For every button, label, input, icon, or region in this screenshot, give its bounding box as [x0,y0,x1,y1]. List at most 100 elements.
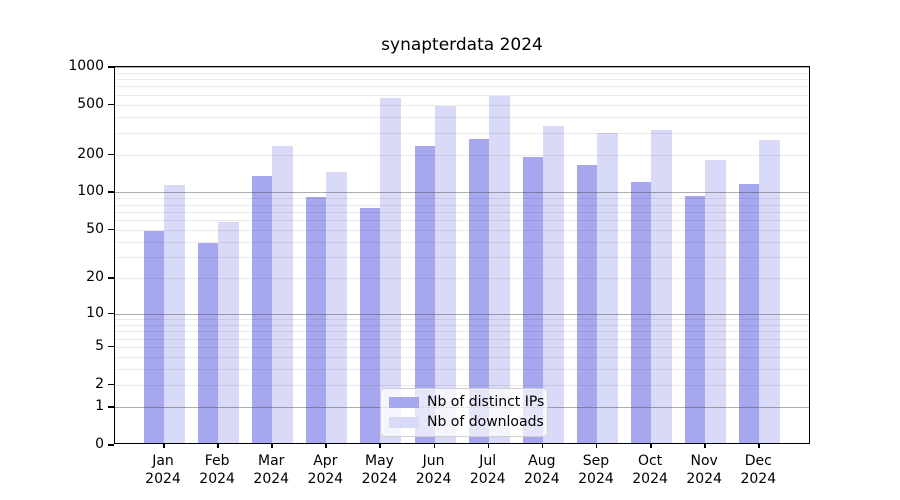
gridline-minor [115,117,809,119]
x-tick-month: Sep [582,453,610,469]
bar-distinct_ips-may [360,207,381,443]
x-tick-label-jan: Jan 2024 [133,452,193,488]
x-tick-month: Feb [204,453,230,469]
x-tick-year: 2024 [253,471,290,487]
gridline-minor [115,94,809,96]
x-tick-month: Oct [637,453,663,469]
x-tick-month: May [364,453,394,469]
bar-downloads-may [380,98,402,443]
x-tick-year: 2024 [524,471,560,487]
legend-item-distinct-ips: Nb of distinct IPs [389,394,544,410]
y-tick-mark [108,312,114,315]
x-tick-mark [379,443,381,448]
y-tick-label: 100 [77,183,104,200]
y-tick-mark [108,444,114,446]
y-tick-mark [108,228,114,231]
y-tick-label: 500 [77,95,104,112]
gridline-minor [115,72,809,74]
y-tick-label: 1 [95,398,104,415]
chart-title: synapterdata 2024 [381,35,543,55]
x-tick-mark [217,443,219,448]
gridline-minor [115,79,809,81]
x-tick-year: 2024 [469,471,506,487]
bar-distinct_ips-feb [198,242,219,443]
y-tick-mark [108,383,114,386]
gridline-minor [115,86,809,88]
legend-swatch-distinct-ips [389,396,419,408]
x-tick-year: 2024 [307,471,344,487]
bar-downloads-feb [218,221,240,443]
legend-swatch-downloads [389,416,419,428]
bar-distinct_ips-mar [252,176,273,443]
y-tick-label: 5 [95,337,104,354]
y-tick-label: 10 [86,304,104,321]
x-tick-label-jul: Jul 2024 [458,452,518,488]
y-tick-label: 50 [86,220,104,237]
bar-distinct_ips-dec [739,184,760,443]
bar-distinct_ips-oct [631,182,652,443]
x-tick-label-feb: Feb 2024 [187,452,247,488]
y-tick-label: 200 [77,145,104,162]
x-tick-mark [758,443,760,448]
x-tick-month: Mar [258,453,285,469]
x-tick-mark [325,443,327,448]
legend-label-distinct-ips: Nb of distinct IPs [427,394,545,410]
y-tick-label: 2 [95,375,104,392]
bar-distinct_ips-jul [468,138,489,443]
x-tick-year: 2024 [415,471,452,487]
bar-downloads-jul [488,96,510,443]
x-tick-month: Jul [479,453,497,469]
x-tick-year: 2024 [578,471,614,487]
y-tick-mark [108,191,114,193]
bar-distinct_ips-apr [306,196,327,443]
bar-downloads-sep [596,132,618,443]
x-tick-label-sep: Sep 2024 [566,452,626,488]
x-tick-mark [271,443,273,448]
gridline-major [115,67,809,68]
bar-downloads-aug [542,126,564,443]
gridline-minor [115,132,809,134]
bar-distinct_ips-aug [522,157,543,443]
bar-distinct_ips-jun [414,146,435,443]
bar-downloads-nov [705,159,727,443]
x-tick-year: 2024 [740,471,777,487]
x-tick-mark [595,443,598,448]
x-tick-month: Dec [744,453,772,469]
x-tick-month: Aug [528,453,556,469]
x-tick-year: 2024 [145,471,181,487]
y-tick-label: 0 [95,436,104,452]
y-tick-mark [108,103,114,106]
x-tick-mark [433,443,436,448]
x-tick-year: 2024 [199,471,235,487]
plot-area: Nb of distinct IPs Nb of downloads [114,66,810,444]
bar-downloads-jan [164,185,185,443]
bar-downloads-oct [651,129,673,443]
bar-distinct_ips-sep [576,164,597,443]
x-tick-label-jun: Jun 2024 [404,452,464,488]
y-tick-mark [108,277,114,279]
legend-label-downloads: Nb of downloads [427,414,544,430]
x-tick-mark [704,443,706,448]
x-tick-year: 2024 [632,471,668,487]
bar-distinct_ips-nov [685,195,706,443]
legend: Nb of distinct IPs Nb of downloads [380,388,548,437]
x-tick-label-apr: Apr 2024 [295,452,355,488]
bar-downloads-jun [434,106,456,443]
x-tick-label-nov: Nov 2024 [674,452,734,488]
y-tick-mark [108,66,114,68]
x-tick-month: Jun [422,453,445,469]
x-tick-mark [650,443,652,448]
legend-item-downloads: Nb of downloads [389,414,544,430]
x-tick-month: Apr [313,453,338,469]
x-tick-year: 2024 [686,471,722,487]
y-tick-mark [108,345,114,348]
x-tick-label-mar: Mar 2024 [241,452,301,488]
x-tick-label-may: May 2024 [349,452,409,488]
y-tick-label: 1000 [68,58,104,74]
x-tick-label-aug: Aug 2024 [512,452,572,488]
y-tick-label: 20 [86,269,104,286]
bar-downloads-dec [759,139,781,443]
gridline-minor [115,104,809,106]
x-tick-mark [487,443,490,448]
